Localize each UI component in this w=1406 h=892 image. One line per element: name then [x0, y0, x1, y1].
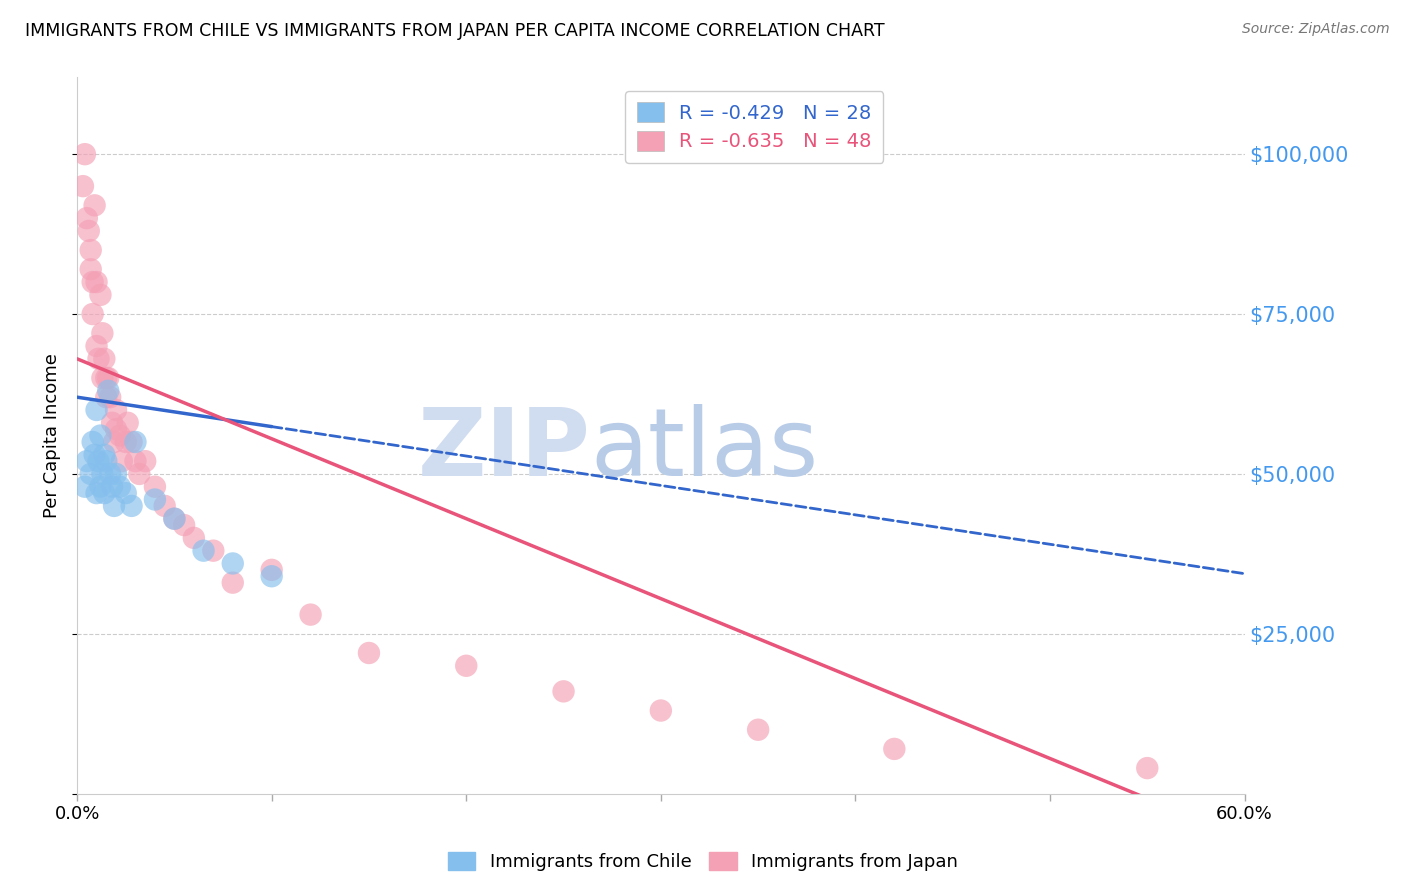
Point	[260, 569, 283, 583]
Point	[105, 467, 128, 481]
Point	[98, 390, 121, 404]
Point	[86, 275, 108, 289]
Point	[103, 434, 125, 449]
Text: IMMIGRANTS FROM CHILE VS IMMIGRANTS FROM JAPAN PER CAPITA INCOME CORRELATION CHA: IMMIGRANTS FROM CHILE VS IMMIGRANTS FROM…	[25, 22, 884, 40]
Point	[91, 326, 114, 341]
Point	[1136, 761, 1159, 775]
Point	[80, 243, 103, 257]
Point	[357, 646, 380, 660]
Point	[114, 434, 136, 449]
Point	[87, 454, 110, 468]
Point	[76, 454, 98, 468]
Point	[83, 448, 105, 462]
Point	[128, 467, 150, 481]
Point	[222, 557, 245, 571]
Y-axis label: Per Capita Income: Per Capita Income	[44, 353, 60, 518]
Legend: R = -0.429   N = 28, R = -0.635   N = 48: R = -0.429 N = 28, R = -0.635 N = 48	[626, 91, 883, 163]
Point	[222, 575, 245, 590]
Point	[89, 480, 111, 494]
Point	[134, 454, 156, 468]
Text: Source: ZipAtlas.com: Source: ZipAtlas.com	[1241, 22, 1389, 37]
Point	[183, 531, 205, 545]
Point	[124, 454, 146, 468]
Point	[193, 543, 215, 558]
Point	[456, 658, 478, 673]
Point	[86, 339, 108, 353]
Point	[76, 211, 98, 226]
Point	[105, 422, 128, 436]
Point	[91, 467, 114, 481]
Point	[163, 511, 186, 525]
Point	[87, 351, 110, 366]
Point	[96, 371, 118, 385]
Legend: Immigrants from Chile, Immigrants from Japan: Immigrants from Chile, Immigrants from J…	[441, 846, 965, 879]
Point	[93, 448, 115, 462]
Point	[97, 384, 120, 398]
Point	[124, 434, 146, 449]
Point	[72, 179, 94, 194]
Point	[121, 499, 143, 513]
Point	[73, 147, 96, 161]
Point	[98, 467, 121, 481]
Point	[101, 480, 124, 494]
Point	[153, 499, 176, 513]
Point	[96, 454, 118, 468]
Text: atlas: atlas	[591, 404, 820, 496]
Point	[89, 428, 111, 442]
Point	[143, 492, 166, 507]
Point	[82, 434, 104, 449]
Point	[101, 416, 124, 430]
Point	[93, 486, 115, 500]
Point	[202, 543, 225, 558]
Point	[105, 403, 128, 417]
Point	[650, 704, 672, 718]
Point	[163, 511, 186, 525]
Point	[91, 371, 114, 385]
Point	[73, 480, 96, 494]
Point	[553, 684, 575, 698]
Point	[103, 499, 125, 513]
Point	[80, 467, 103, 481]
Point	[93, 351, 115, 366]
Point	[143, 480, 166, 494]
Point	[89, 288, 111, 302]
Point	[80, 262, 103, 277]
Point	[299, 607, 322, 622]
Point	[111, 454, 134, 468]
Point	[108, 428, 131, 442]
Point	[747, 723, 769, 737]
Point	[83, 198, 105, 212]
Point	[173, 518, 195, 533]
Point	[121, 434, 143, 449]
Point	[86, 486, 108, 500]
Point	[883, 742, 905, 756]
Text: ZIP: ZIP	[418, 404, 591, 496]
Point	[82, 307, 104, 321]
Point	[108, 480, 131, 494]
Point	[86, 403, 108, 417]
Point	[114, 486, 136, 500]
Point	[260, 563, 283, 577]
Point	[97, 371, 120, 385]
Point	[117, 416, 139, 430]
Point	[82, 275, 104, 289]
Point	[77, 224, 100, 238]
Point	[96, 390, 118, 404]
